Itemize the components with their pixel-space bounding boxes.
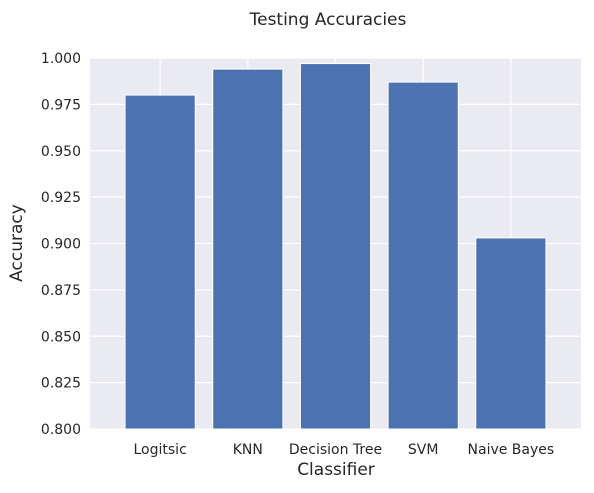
x-tick-label: Logitsic — [134, 442, 187, 458]
y-tick-label: 0.875 — [41, 283, 81, 299]
bar — [299, 63, 372, 430]
y-tick-label: 0.950 — [41, 144, 81, 160]
bar — [124, 94, 196, 430]
chart-title: Testing Accuracies — [249, 10, 407, 30]
y-tick-label: 0.900 — [41, 237, 81, 253]
y-tick-label: 1.000 — [41, 51, 81, 67]
bar — [387, 81, 459, 430]
y-tick-labels: 0.800 0.825 0.850 0.875 0.900 0.925 0.950 0.975… — [41, 51, 81, 438]
bars — [124, 63, 547, 430]
y-tick-label: 0.825 — [41, 376, 81, 392]
y-tick-label: 0.850 — [41, 329, 81, 345]
bar — [475, 237, 547, 430]
y-tick-label: 0.925 — [41, 190, 81, 206]
x-tick-label: Decision Tree — [289, 442, 382, 458]
x-axis-label: Classifier — [297, 460, 375, 480]
y-tick-label: 0.800 — [41, 422, 81, 438]
x-tick-labels: Logitsic KNN Decision Tree SVM Naive Bayes — [134, 442, 555, 458]
x-tick-label: SVM — [408, 442, 439, 458]
y-tick-label: 0.975 — [41, 97, 81, 113]
y-axis-label: Accuracy — [7, 204, 27, 282]
x-tick-label: KNN — [233, 442, 263, 458]
x-tick-label: Naive Bayes — [468, 442, 555, 458]
bar — [212, 68, 284, 430]
